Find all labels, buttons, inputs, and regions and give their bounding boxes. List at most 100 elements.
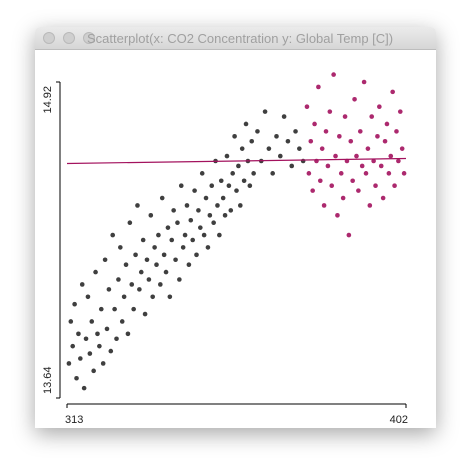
point bbox=[201, 232, 207, 238]
close-button[interactable] bbox=[43, 32, 55, 44]
point bbox=[226, 183, 232, 188]
point bbox=[182, 232, 188, 238]
point bbox=[378, 163, 384, 169]
point bbox=[159, 195, 165, 201]
x-tick-label: 313 bbox=[65, 414, 83, 426]
point bbox=[306, 171, 312, 176]
point bbox=[255, 129, 260, 134]
point bbox=[165, 225, 171, 230]
point bbox=[386, 171, 392, 176]
point bbox=[238, 203, 243, 208]
point bbox=[91, 368, 96, 374]
point bbox=[127, 220, 133, 226]
point bbox=[312, 121, 317, 127]
point bbox=[72, 301, 77, 307]
point bbox=[342, 114, 348, 119]
point bbox=[119, 319, 125, 324]
point bbox=[171, 208, 176, 213]
point bbox=[357, 129, 363, 134]
point bbox=[333, 153, 338, 159]
point bbox=[140, 237, 146, 243]
point bbox=[203, 195, 209, 201]
point bbox=[175, 220, 180, 226]
point bbox=[350, 178, 355, 184]
point bbox=[167, 294, 173, 300]
point bbox=[87, 351, 93, 356]
point bbox=[78, 356, 83, 361]
y-tick-label: 14.92 bbox=[42, 86, 54, 114]
point bbox=[361, 79, 367, 85]
minimize-button[interactable] bbox=[63, 32, 75, 44]
point bbox=[365, 146, 371, 151]
point bbox=[234, 188, 239, 193]
point bbox=[384, 121, 390, 127]
point bbox=[81, 385, 87, 391]
point bbox=[285, 138, 291, 144]
point bbox=[169, 237, 175, 243]
point bbox=[310, 188, 315, 193]
trend-line bbox=[66, 157, 407, 165]
point bbox=[129, 282, 135, 287]
point bbox=[388, 153, 394, 159]
point bbox=[207, 213, 213, 218]
point bbox=[76, 331, 81, 337]
point bbox=[110, 232, 116, 238]
point bbox=[241, 178, 247, 184]
point bbox=[133, 252, 138, 258]
point bbox=[89, 319, 95, 324]
point bbox=[209, 183, 215, 188]
point bbox=[354, 153, 359, 159]
point bbox=[150, 294, 156, 300]
zoom-button[interactable] bbox=[83, 32, 95, 44]
point bbox=[123, 262, 129, 267]
point bbox=[199, 171, 205, 176]
point bbox=[243, 121, 249, 127]
point bbox=[218, 178, 224, 184]
point bbox=[300, 158, 306, 164]
point bbox=[131, 306, 136, 312]
point bbox=[79, 282, 85, 287]
point bbox=[352, 96, 357, 102]
point bbox=[390, 89, 395, 95]
point bbox=[198, 225, 203, 230]
point bbox=[363, 171, 369, 176]
point bbox=[146, 277, 152, 282]
point bbox=[249, 138, 255, 144]
point bbox=[158, 282, 163, 287]
point bbox=[297, 146, 302, 151]
point bbox=[321, 203, 327, 208]
point bbox=[118, 245, 123, 250]
point bbox=[266, 146, 272, 151]
point bbox=[217, 232, 222, 238]
point bbox=[281, 114, 287, 119]
point bbox=[142, 311, 148, 317]
point bbox=[125, 331, 131, 337]
point bbox=[220, 195, 226, 201]
point bbox=[135, 203, 140, 208]
point bbox=[232, 134, 237, 139]
point bbox=[239, 146, 245, 151]
point bbox=[397, 109, 403, 114]
point bbox=[317, 178, 323, 184]
point bbox=[190, 237, 195, 243]
point bbox=[359, 163, 365, 169]
point bbox=[184, 203, 190, 208]
point bbox=[104, 326, 110, 332]
point bbox=[205, 245, 211, 250]
point bbox=[102, 257, 108, 263]
point bbox=[308, 138, 314, 144]
window: Scatterplot(x: CO2 Concentration y: Glob… bbox=[35, 27, 436, 428]
point bbox=[180, 245, 186, 250]
point bbox=[247, 183, 253, 188]
point bbox=[152, 245, 157, 250]
point bbox=[222, 213, 228, 218]
point bbox=[375, 134, 380, 139]
point bbox=[251, 171, 256, 176]
point bbox=[106, 287, 112, 292]
point bbox=[211, 220, 216, 226]
point bbox=[392, 183, 397, 188]
point bbox=[382, 138, 388, 144]
point bbox=[194, 252, 199, 258]
point bbox=[401, 171, 407, 176]
